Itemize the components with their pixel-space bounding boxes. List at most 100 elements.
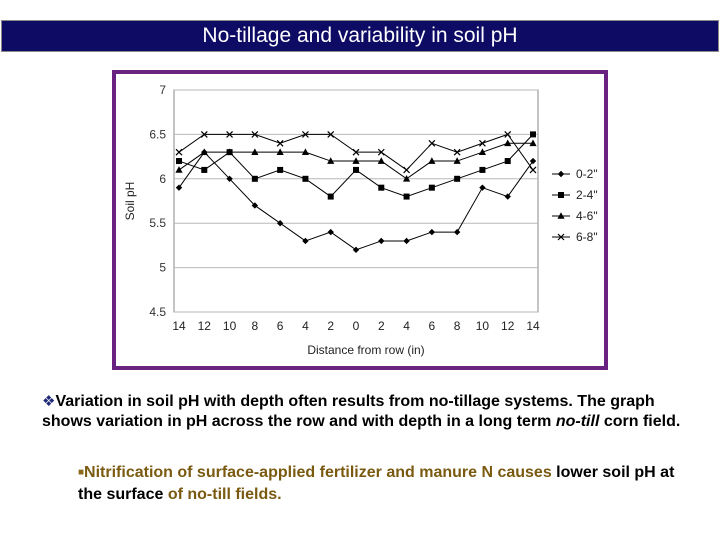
data-point	[176, 158, 182, 165]
legend-label: 0-2"	[576, 167, 598, 181]
data-point	[453, 157, 461, 164]
x-tick-label: 4	[302, 319, 309, 333]
x-tick-label: 10	[223, 319, 237, 333]
data-point	[377, 157, 385, 164]
data-point	[428, 139, 436, 147]
sub-bullet: ■Nitrification of surface-applied fertil…	[78, 462, 688, 506]
y-axis-label: Soil pH	[123, 182, 137, 221]
x-tick-label: 2	[378, 319, 385, 333]
data-point	[378, 237, 385, 245]
data-point	[529, 166, 537, 174]
sub-bullet-text-2: lower soil pH at the surface	[78, 464, 675, 503]
y-tick-label: 7	[159, 83, 166, 97]
data-point	[327, 130, 335, 138]
sub-bullet-text-3: of no-till fields.	[167, 486, 282, 503]
data-point	[403, 237, 410, 245]
legend-label: 2-4"	[576, 188, 598, 202]
data-point	[200, 148, 208, 155]
data-point	[504, 139, 512, 147]
main-bullet-italic: no-till	[555, 413, 600, 430]
data-point	[352, 157, 360, 164]
diamond-bullet-icon: ❖	[42, 393, 56, 410]
main-bullet-text-2: corn field.	[599, 413, 681, 430]
data-point	[352, 246, 360, 254]
data-point	[353, 166, 359, 173]
data-point	[251, 148, 259, 155]
data-point	[428, 228, 436, 236]
data-point	[403, 166, 410, 174]
chart-frame: 7 6.5 6 5.5 5 4.5 14 12 10 8 6 4 2 0 2 4 6 8 10 12 14 Distanc…	[112, 70, 608, 370]
ph-line-chart: 7 6.5 6 5.5 5 4.5 14 12 10 8 6 4 2 0 2 4 6 8 10 12 14 Distanc…	[123, 83, 598, 357]
data-point	[504, 130, 512, 138]
y-tick-label: 6	[159, 172, 166, 186]
data-point	[402, 175, 411, 182]
data-point	[453, 148, 461, 156]
data-point	[327, 193, 334, 200]
x-tick-label: 12	[501, 319, 515, 333]
data-point	[327, 157, 335, 164]
legend-label: 6-8"	[576, 230, 598, 244]
y-tick-label: 5.5	[149, 216, 166, 230]
data-point	[302, 130, 309, 138]
x-tick-label: 14	[172, 319, 186, 333]
x-tick-label: 4	[403, 319, 410, 333]
x-tick-label: 12	[198, 319, 212, 333]
data-point	[352, 148, 360, 156]
data-point	[302, 237, 309, 245]
main-bullet-text-1: Variation in soil pH with depth often re…	[42, 393, 655, 430]
data-point	[251, 130, 259, 138]
sub-bullet-text-1: Nitrification of surface-applied fertili…	[84, 464, 552, 481]
plot-area	[173, 89, 539, 313]
data-point	[428, 157, 436, 164]
x-tick-label: 10	[476, 319, 490, 333]
legend-label: 4-6"	[576, 209, 598, 223]
y-tick-label: 6.5	[149, 127, 166, 141]
x-tick-label: 8	[454, 319, 461, 333]
data-point	[251, 202, 259, 209]
data-point	[277, 166, 284, 173]
data-point	[529, 157, 537, 165]
legend-marker	[558, 192, 564, 198]
data-point	[251, 175, 258, 182]
data-point	[276, 148, 284, 155]
x-tick-label: 14	[526, 319, 540, 333]
x-tick-label: 6	[277, 319, 284, 333]
data-point	[225, 148, 234, 155]
data-point	[453, 228, 461, 236]
data-point	[200, 130, 208, 138]
data-point	[479, 184, 486, 191]
y-tick-label: 4.5	[149, 305, 166, 319]
data-point	[530, 131, 536, 138]
data-point	[302, 175, 309, 182]
data-point	[175, 166, 183, 173]
data-point	[478, 148, 487, 155]
data-point	[175, 148, 183, 156]
legend-marker	[557, 170, 565, 178]
data-point	[428, 184, 435, 191]
data-point	[403, 193, 410, 200]
data-point	[479, 139, 486, 147]
main-bullet: ❖Variation in soil pH with depth often r…	[42, 392, 682, 432]
data-point	[479, 166, 486, 173]
square-bullet-icon: ■	[78, 467, 85, 478]
data-point	[327, 228, 334, 236]
data-point	[226, 130, 233, 138]
data-point	[377, 148, 385, 156]
data-point	[454, 175, 461, 182]
slide-title-bar: No-tillage and variability in soil pH	[1, 20, 719, 52]
slide-title: No-tillage and variability in soil pH	[202, 24, 518, 47]
y-tick-label: 5	[159, 261, 166, 275]
data-point	[201, 166, 208, 173]
series-line	[178, 151, 534, 251]
x-tick-label: 6	[429, 319, 436, 333]
legend-marker	[557, 212, 565, 219]
x-tick-label: 8	[252, 319, 259, 333]
data-point	[175, 184, 183, 191]
data-point	[301, 148, 310, 155]
data-point	[504, 158, 511, 165]
legend-marker	[557, 233, 565, 241]
data-point	[529, 139, 537, 147]
data-point	[378, 184, 385, 191]
data-point	[226, 175, 233, 182]
data-point	[276, 220, 284, 227]
